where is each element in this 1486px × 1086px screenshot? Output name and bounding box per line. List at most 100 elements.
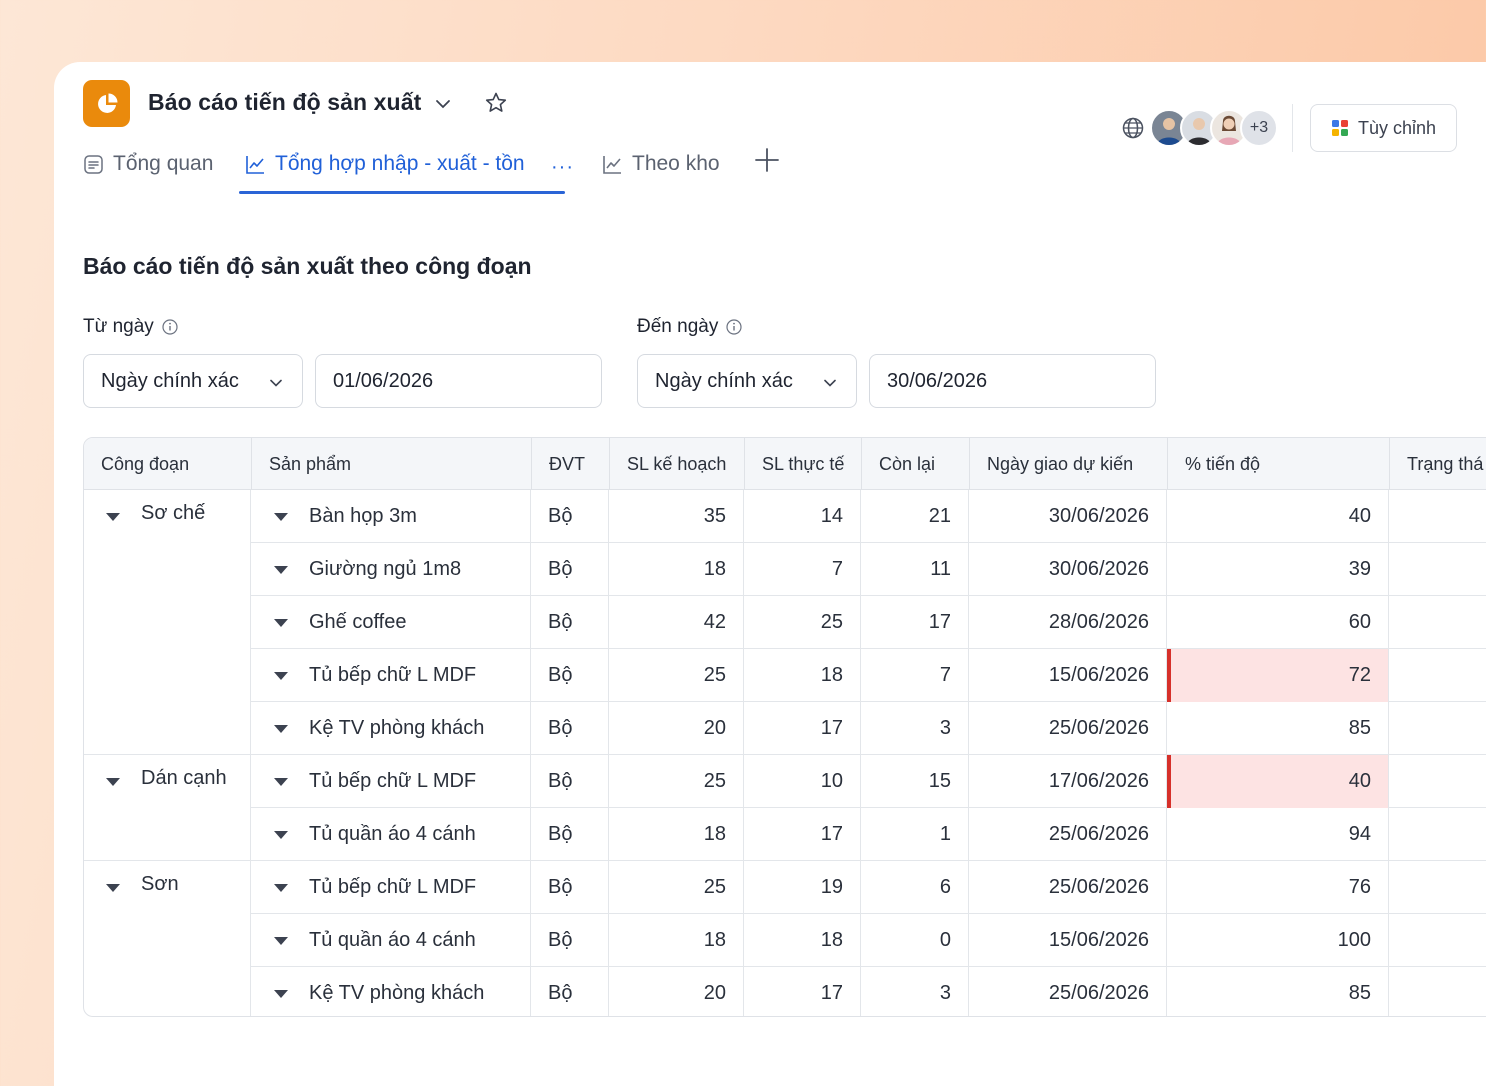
- tab-overview[interactable]: Tổng quan: [83, 150, 213, 194]
- column-header[interactable]: ĐVT: [532, 438, 610, 490]
- globe-icon[interactable]: [1122, 117, 1144, 144]
- chevron-down-icon[interactable]: [434, 95, 452, 118]
- collapse-triangle-icon[interactable]: [273, 618, 289, 628]
- product-name: Ghế coffee: [309, 611, 407, 633]
- collapse-triangle-icon[interactable]: [105, 883, 121, 893]
- status-cell: [1389, 702, 1486, 755]
- column-header[interactable]: Công đoạn: [84, 438, 252, 490]
- table-row[interactable]: Kệ TV phòng khách Bộ 20 17 3 25/06/2026 85: [251, 967, 1486, 1016]
- product-cell: Kệ TV phòng khách: [251, 967, 531, 1016]
- column-header[interactable]: Ngày giao dự kiến: [970, 438, 1168, 490]
- unit-cell: Bộ: [531, 649, 609, 702]
- table-row[interactable]: Tủ bếp chữ L MDF Bộ 25 10 15 17/06/2026 40: [251, 755, 1486, 808]
- info-icon[interactable]: [726, 319, 742, 335]
- table-header: Công đoạn Sản phẩm ĐVT SL kế hoạch SL th…: [84, 438, 1486, 490]
- unit-cell: Bộ: [531, 967, 609, 1016]
- plan-cell: 18: [609, 808, 744, 861]
- group-cell[interactable]: Sơn: [84, 861, 251, 1016]
- to-date-mode-select[interactable]: Ngày chính xác: [637, 354, 857, 408]
- tab-label: Tổng hợp nhập - xuất - tồn: [275, 152, 525, 175]
- add-tab-icon[interactable]: [754, 147, 780, 178]
- product-name: Bàn họp 3m: [309, 505, 417, 527]
- collapse-triangle-icon[interactable]: [273, 565, 289, 575]
- progress-table: Công đoạn Sản phẩm ĐVT SL kế hoạch SL th…: [83, 437, 1486, 1017]
- status-cell: [1389, 914, 1486, 967]
- group-label: Sơ chế: [141, 502, 206, 524]
- chevron-down-icon: [824, 379, 836, 387]
- progress-cell: 85: [1167, 967, 1389, 1016]
- table-row[interactable]: Tủ bếp chữ L MDF Bộ 25 19 6 25/06/2026 76: [251, 861, 1486, 914]
- group-cell[interactable]: Sơ chế: [84, 490, 251, 755]
- plan-cell: 35: [609, 490, 744, 543]
- star-icon[interactable]: [484, 91, 508, 120]
- table-row[interactable]: Tủ bếp chữ L MDF Bộ 25 18 7 15/06/2026 72: [251, 649, 1486, 702]
- more-collaborators-badge[interactable]: +3: [1240, 109, 1278, 147]
- actual-cell: 14: [744, 490, 861, 543]
- status-cell: [1389, 490, 1486, 543]
- collapse-triangle-icon[interactable]: [273, 724, 289, 734]
- progress-cell: 40: [1167, 490, 1389, 543]
- product-name: Tủ bếp chữ L MDF: [309, 664, 477, 686]
- collapse-triangle-icon[interactable]: [273, 830, 289, 840]
- table-row[interactable]: Kệ TV phòng khách Bộ 20 17 3 25/06/2026 85: [251, 702, 1486, 755]
- collapse-triangle-icon[interactable]: [273, 936, 289, 946]
- remain-cell: 11: [861, 543, 969, 596]
- collapse-triangle-icon[interactable]: [273, 989, 289, 999]
- table-row[interactable]: Ghế coffee Bộ 42 25 17 28/06/2026 60: [251, 596, 1486, 649]
- actual-cell: 17: [744, 808, 861, 861]
- from-date-mode-select[interactable]: Ngày chính xác: [83, 354, 303, 408]
- actual-cell: 19: [744, 861, 861, 914]
- from-date-input[interactable]: 01/06/2026: [315, 354, 602, 408]
- customize-label: Tùy chỉnh: [1357, 117, 1437, 138]
- header-divider: [1292, 104, 1293, 152]
- progress-cell: 40: [1167, 755, 1389, 808]
- status-cell: [1389, 543, 1486, 596]
- column-header[interactable]: SL thực tế: [745, 438, 862, 490]
- unit-cell: Bộ: [531, 490, 609, 543]
- date-cell: 25/06/2026: [969, 861, 1167, 914]
- plan-cell: 18: [609, 543, 744, 596]
- column-header[interactable]: Trạng thá: [1407, 454, 1484, 474]
- to-date-input[interactable]: 30/06/2026: [869, 354, 1156, 408]
- product-cell: Kệ TV phòng khách: [251, 702, 531, 755]
- chevron-down-icon: [270, 379, 282, 387]
- collapse-triangle-icon[interactable]: [105, 777, 121, 787]
- pie-chart-icon[interactable]: [83, 80, 130, 127]
- tab-more-icon[interactable]: ···: [551, 156, 574, 178]
- plan-cell: 42: [609, 596, 744, 649]
- collapse-triangle-icon[interactable]: [273, 671, 289, 681]
- collapse-triangle-icon[interactable]: [273, 777, 289, 787]
- unit-cell: Bộ: [531, 808, 609, 861]
- table-row[interactable]: Tủ quần áo 4 cánh Bộ 18 18 0 15/06/2026 100: [251, 914, 1486, 967]
- table-row[interactable]: Bàn họp 3m Bộ 35 14 21 30/06/2026 40: [251, 490, 1486, 543]
- status-cell: [1389, 967, 1486, 1016]
- date-cell: 17/06/2026: [969, 755, 1167, 808]
- remain-cell: 1: [861, 808, 969, 861]
- progress-cell: 72: [1167, 649, 1389, 702]
- group-cell[interactable]: Dán cạnh: [84, 755, 251, 861]
- table-row[interactable]: Giường ngủ 1m8 Bộ 18 7 11 30/06/2026 39: [251, 543, 1486, 596]
- unit-cell: Bộ: [531, 543, 609, 596]
- date-cell: 28/06/2026: [969, 596, 1167, 649]
- tab-by-warehouse[interactable]: Theo kho: [602, 150, 720, 194]
- tab-inventory-summary[interactable]: Tổng hợp nhập - xuất - tồn: [239, 150, 565, 194]
- collapse-triangle-icon[interactable]: [273, 883, 289, 893]
- from-date-mode-value: Ngày chính xác: [101, 369, 239, 392]
- product-cell: Bàn họp 3m: [251, 490, 531, 543]
- remain-cell: 0: [861, 914, 969, 967]
- table-row[interactable]: Tủ quần áo 4 cánh Bộ 18 17 1 25/06/2026 94: [251, 808, 1486, 861]
- info-icon[interactable]: [162, 319, 178, 335]
- column-header[interactable]: % tiến độ: [1168, 438, 1390, 490]
- column-header[interactable]: Sản phẩm: [252, 438, 532, 490]
- customize-button[interactable]: Tùy chỉnh: [1310, 104, 1457, 152]
- plan-cell: 20: [609, 702, 744, 755]
- column-header[interactable]: SL kế hoạch: [610, 438, 745, 490]
- actual-cell: 18: [744, 914, 861, 967]
- collapse-triangle-icon[interactable]: [273, 512, 289, 522]
- avatar[interactable]: [1150, 109, 1188, 147]
- date-cell: 15/06/2026: [969, 914, 1167, 967]
- collapse-triangle-icon[interactable]: [105, 512, 121, 522]
- unit-cell: Bộ: [531, 702, 609, 755]
- actual-cell: 7: [744, 543, 861, 596]
- column-header[interactable]: Còn lại: [862, 438, 970, 490]
